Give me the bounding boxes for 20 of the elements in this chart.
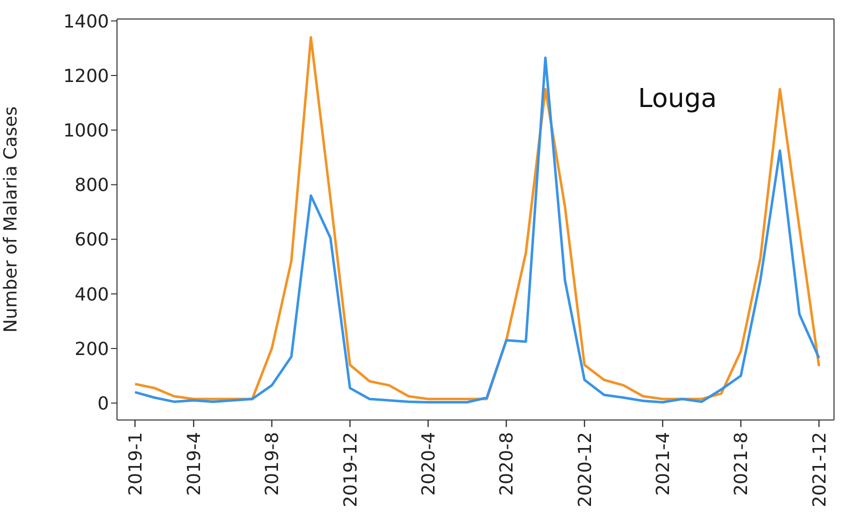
x-tick-label: 2019-8 <box>262 432 284 496</box>
y-tick-label: 1400 <box>63 11 109 32</box>
y-tick-label: 1000 <box>63 120 109 142</box>
x-tick-label: 2020-8 <box>496 432 518 496</box>
y-tick-label: 400 <box>74 284 109 306</box>
x-tick-label: 2019-12 <box>340 432 362 508</box>
y-tick-label: 0 <box>98 393 109 414</box>
x-tick-label: 2019-4 <box>184 432 205 496</box>
y-tick-label: 200 <box>74 338 109 360</box>
y-tick-label: 1200 <box>63 66 109 87</box>
x-tick-label: 2020-4 <box>418 432 440 496</box>
annotation: Louga <box>638 84 717 114</box>
x-tick-label: 2021-4 <box>652 432 674 496</box>
y-tick-label: 800 <box>74 175 109 196</box>
x-tick-label: 2021-12 <box>809 432 830 508</box>
y-tick-label: 600 <box>74 230 109 251</box>
x-tick-label: 2020-12 <box>574 432 596 508</box>
x-tick-label: 2021-8 <box>731 432 752 496</box>
y-axis-title: Number of Malaria Cases <box>0 106 22 333</box>
x-tick-label: 2019-1 <box>125 432 146 496</box>
